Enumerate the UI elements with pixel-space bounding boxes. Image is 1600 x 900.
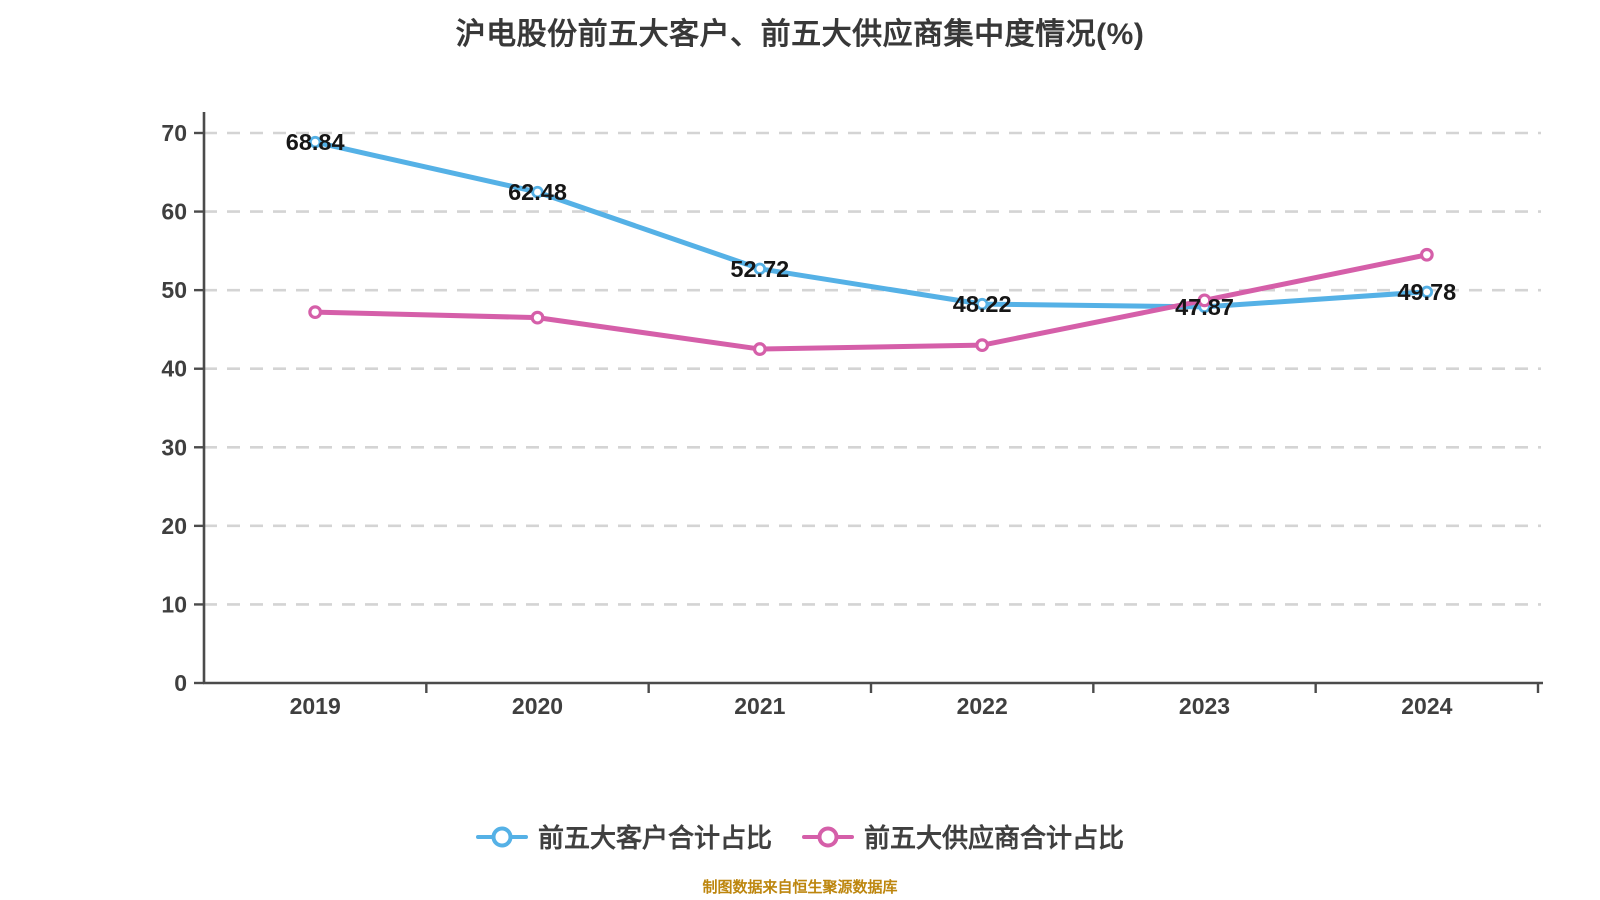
legend-item-suppliers: 前五大供应商合计占比 [802,818,1124,855]
line-chart-svg: 0 10 20 30 40 50 60 70 2019 2020 2021 2022 2023 2024 6… [161,112,1543,719]
customer-series-legend-marker-icon [475,826,528,848]
customer-data-point [975,297,989,311]
data-point-label: 52.72 [730,256,789,282]
y-tick-label: 60 [161,199,187,225]
customer-data-point [753,262,767,275]
data-point-label: 47.87 [1175,294,1234,320]
supplier-data-point [308,305,323,320]
legend-label-suppliers: 前五大供应商合计占比 [864,823,1125,853]
legend: 前五大客户合计占比 前五大供应商合计占比 [0,818,1600,855]
y-tick-label: 20 [161,513,187,539]
y-tick-label: 10 [161,591,187,617]
x-tick-label: 2019 [290,693,341,719]
customer-data-point [308,135,322,149]
legend-ring-suppliers [817,826,839,847]
legend-item-customers: 前五大客户合计占比 [475,818,772,855]
supplier-data-point [1419,247,1434,262]
y-tick-label: 70 [161,120,187,146]
customer-series-line [312,139,1430,310]
x-tick-label: 2020 [512,693,563,719]
data-point-label: 62.48 [508,179,567,205]
customer-data-point [531,185,544,199]
supplier-data-point [1197,293,1212,308]
supplier-series-legend-marker-icon [802,826,854,848]
x-tick-label: 2021 [734,693,785,719]
data-point-label: 49.78 [1397,279,1456,305]
y-tick-label: 30 [161,434,187,460]
data-point-label: 68.84 [286,129,345,155]
y-tick-label: 0 [174,670,187,696]
supplier-series-line [312,252,1430,352]
data-source-note: 制图数据来自恒生聚源数据库 [702,879,898,896]
data-point-label: 48.22 [953,291,1012,317]
x-tick-label: 2023 [1179,693,1230,719]
customer-data-point [1420,285,1434,299]
legend-ring-customers [491,826,513,847]
legend-label-customers: 前五大客户合计占比 [537,823,772,853]
supplier-data-point [752,342,767,356]
y-tick-label: 40 [161,356,187,382]
chart-title: 沪电股份前五大客户、前五大供应商集中度情况(%) [455,18,1145,51]
y-tick-label: 50 [161,277,187,303]
supplier-data-point [975,338,990,353]
x-tick-label: 2024 [1401,693,1452,719]
supplier-data-point [530,310,545,325]
x-tick-label: 2022 [957,693,1008,719]
